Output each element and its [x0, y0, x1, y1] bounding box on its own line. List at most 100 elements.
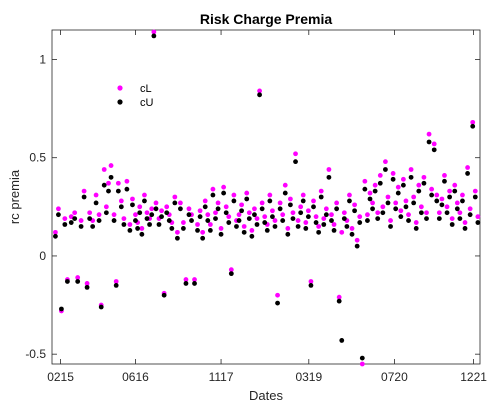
scatter-point-cU	[259, 206, 265, 212]
chart-title: Risk Charge Premia	[200, 11, 332, 27]
scatter-point-cL	[186, 206, 192, 212]
scatter-point-cU	[398, 214, 404, 220]
scatter-point-cU	[390, 176, 396, 182]
scatter-point-cL	[202, 198, 208, 204]
legend-label-cL: cL	[140, 83, 152, 95]
scatter-point-cU	[467, 212, 473, 218]
y-tick-label: 0	[39, 249, 46, 263]
scatter-point-cU	[111, 218, 117, 223]
scatter-point-cU	[236, 218, 242, 223]
scatter-point-cU	[393, 206, 399, 212]
scatter-point-cL	[390, 171, 396, 176]
y-tick-label: -0.5	[25, 347, 46, 361]
x-tick-label: 0616	[122, 370, 149, 384]
scatter-point-cU	[207, 228, 213, 233]
scatter-point-cL	[178, 200, 183, 206]
scatter-point-cU	[308, 283, 314, 288]
scatter-point-cU	[323, 212, 329, 218]
scatter-point-cU	[421, 180, 427, 186]
scatter-point-cL	[62, 216, 68, 222]
scatter-point-cL	[180, 220, 186, 225]
scatter-point-cL	[334, 200, 340, 206]
scatter-point-cL	[272, 218, 278, 223]
scatter-point-cU	[200, 235, 206, 241]
scatter-point-cL	[444, 204, 450, 210]
scatter-point-cU	[218, 231, 224, 237]
scatter-point-cL	[244, 190, 250, 196]
scatter-point-cL	[406, 212, 411, 218]
scatter-point-cU	[183, 281, 189, 286]
scatter-point-cU	[124, 186, 130, 192]
scatter-point-cL	[56, 206, 61, 212]
scatter-point-cU	[178, 206, 183, 212]
scatter-point-cU	[285, 231, 291, 237]
scatter-point-cL	[308, 279, 314, 284]
scatter-point-cL	[137, 204, 143, 210]
scatter-point-cL	[372, 182, 378, 188]
scatter-point-cU	[303, 226, 309, 231]
scatter-point-cU	[449, 222, 455, 227]
scatter-point-cL	[282, 182, 288, 188]
scatter-point-cL	[183, 277, 189, 282]
x-tick-label: 0319	[295, 370, 322, 384]
scatter-point-cU	[349, 231, 355, 237]
scatter-point-cL	[93, 192, 99, 198]
data-points	[53, 29, 481, 367]
scatter-point-cL	[280, 212, 286, 218]
scatter-point-cL	[218, 226, 224, 231]
scatter-point-cU	[221, 190, 227, 196]
scatter-point-cL	[252, 206, 257, 212]
scatter-point-cU	[313, 220, 319, 225]
scatter-point-cL	[285, 226, 291, 231]
scatter-point-cU	[78, 224, 84, 229]
scatter-point-cL	[388, 218, 393, 223]
scatter-point-cL	[377, 172, 383, 178]
scatter-point-cU	[257, 92, 262, 98]
scatter-point-cL	[367, 190, 373, 196]
scatter-point-cL	[78, 218, 84, 223]
legend-label-cU: cU	[140, 97, 154, 109]
scatter-point-cU	[431, 147, 437, 153]
scatter-point-cU	[452, 188, 458, 194]
scatter-point-cU	[370, 206, 375, 212]
scatter-point-cU	[133, 218, 138, 223]
scatter-point-cL	[347, 192, 352, 198]
scatter-point-cL	[197, 208, 203, 214]
scatter-point-cU	[56, 212, 61, 218]
scatter-point-cU	[400, 182, 406, 188]
scatter-point-cL	[298, 204, 304, 210]
scatter-point-cL	[142, 192, 147, 198]
scatter-point-cU	[367, 196, 373, 202]
scatter-point-cU	[406, 218, 411, 223]
scatter-point-cU	[352, 208, 357, 214]
scatter-point-cU	[444, 210, 450, 216]
scatter-point-cU	[113, 283, 119, 288]
scatter-point-cU	[87, 216, 93, 222]
scatter-point-cL	[321, 216, 327, 222]
scatter-point-cU	[465, 171, 470, 176]
scatter-point-cL	[329, 212, 334, 218]
scatter-point-cL	[195, 222, 200, 227]
scatter-point-cL	[454, 200, 460, 206]
y-tick-label: 1	[39, 52, 46, 66]
scatter-point-cL	[108, 163, 114, 168]
scatter-point-cU	[137, 210, 143, 216]
scatter-point-cU	[457, 216, 463, 222]
scatter-point-cU	[228, 271, 234, 277]
scatter-point-cU	[418, 210, 424, 216]
scatter-point-cL	[84, 281, 90, 286]
scatter-point-cU	[75, 279, 81, 284]
scatter-point-cU	[159, 214, 164, 220]
scatter-point-cL	[75, 275, 81, 280]
scatter-point-cU	[403, 204, 409, 210]
scatter-point-cL	[467, 206, 473, 212]
scatter-point-cU	[151, 33, 157, 39]
scatter-point-cU	[321, 222, 327, 227]
scatter-point-cU	[272, 224, 278, 229]
scatter-point-cU	[90, 224, 96, 229]
scatter-point-cU	[344, 224, 350, 229]
scatter-point-cU	[192, 281, 197, 286]
scatter-point-cU	[411, 200, 417, 206]
scatter-point-cL	[221, 184, 227, 190]
